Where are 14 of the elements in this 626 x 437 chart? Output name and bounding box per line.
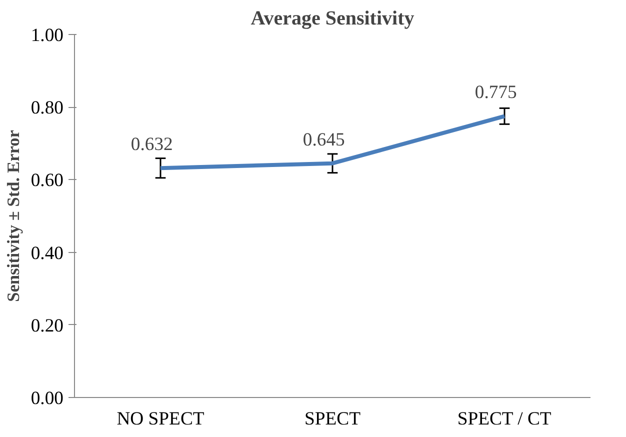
y-tick-label: 0.40 [30, 242, 64, 264]
y-axis-title: Sensitivity ± Std. Error [4, 130, 23, 302]
y-tick-label: 0.60 [30, 170, 64, 192]
data-label: 0.645 [302, 129, 345, 150]
y-tick-label: 0.80 [30, 98, 64, 119]
x-tick-label: SPECT [304, 408, 362, 430]
data-label: 0.775 [474, 82, 517, 104]
y-tick-label: 1.00 [30, 25, 64, 46]
y-tick-label: 0.00 [30, 388, 64, 409]
y-tick-label: 0.20 [30, 315, 64, 336]
data-label: 0.632 [130, 134, 173, 156]
x-tick-label: SPECT / CT [457, 408, 552, 430]
chart-title: Average Sensitivity [250, 8, 414, 30]
x-tick-label: NO SPECT [116, 408, 205, 430]
